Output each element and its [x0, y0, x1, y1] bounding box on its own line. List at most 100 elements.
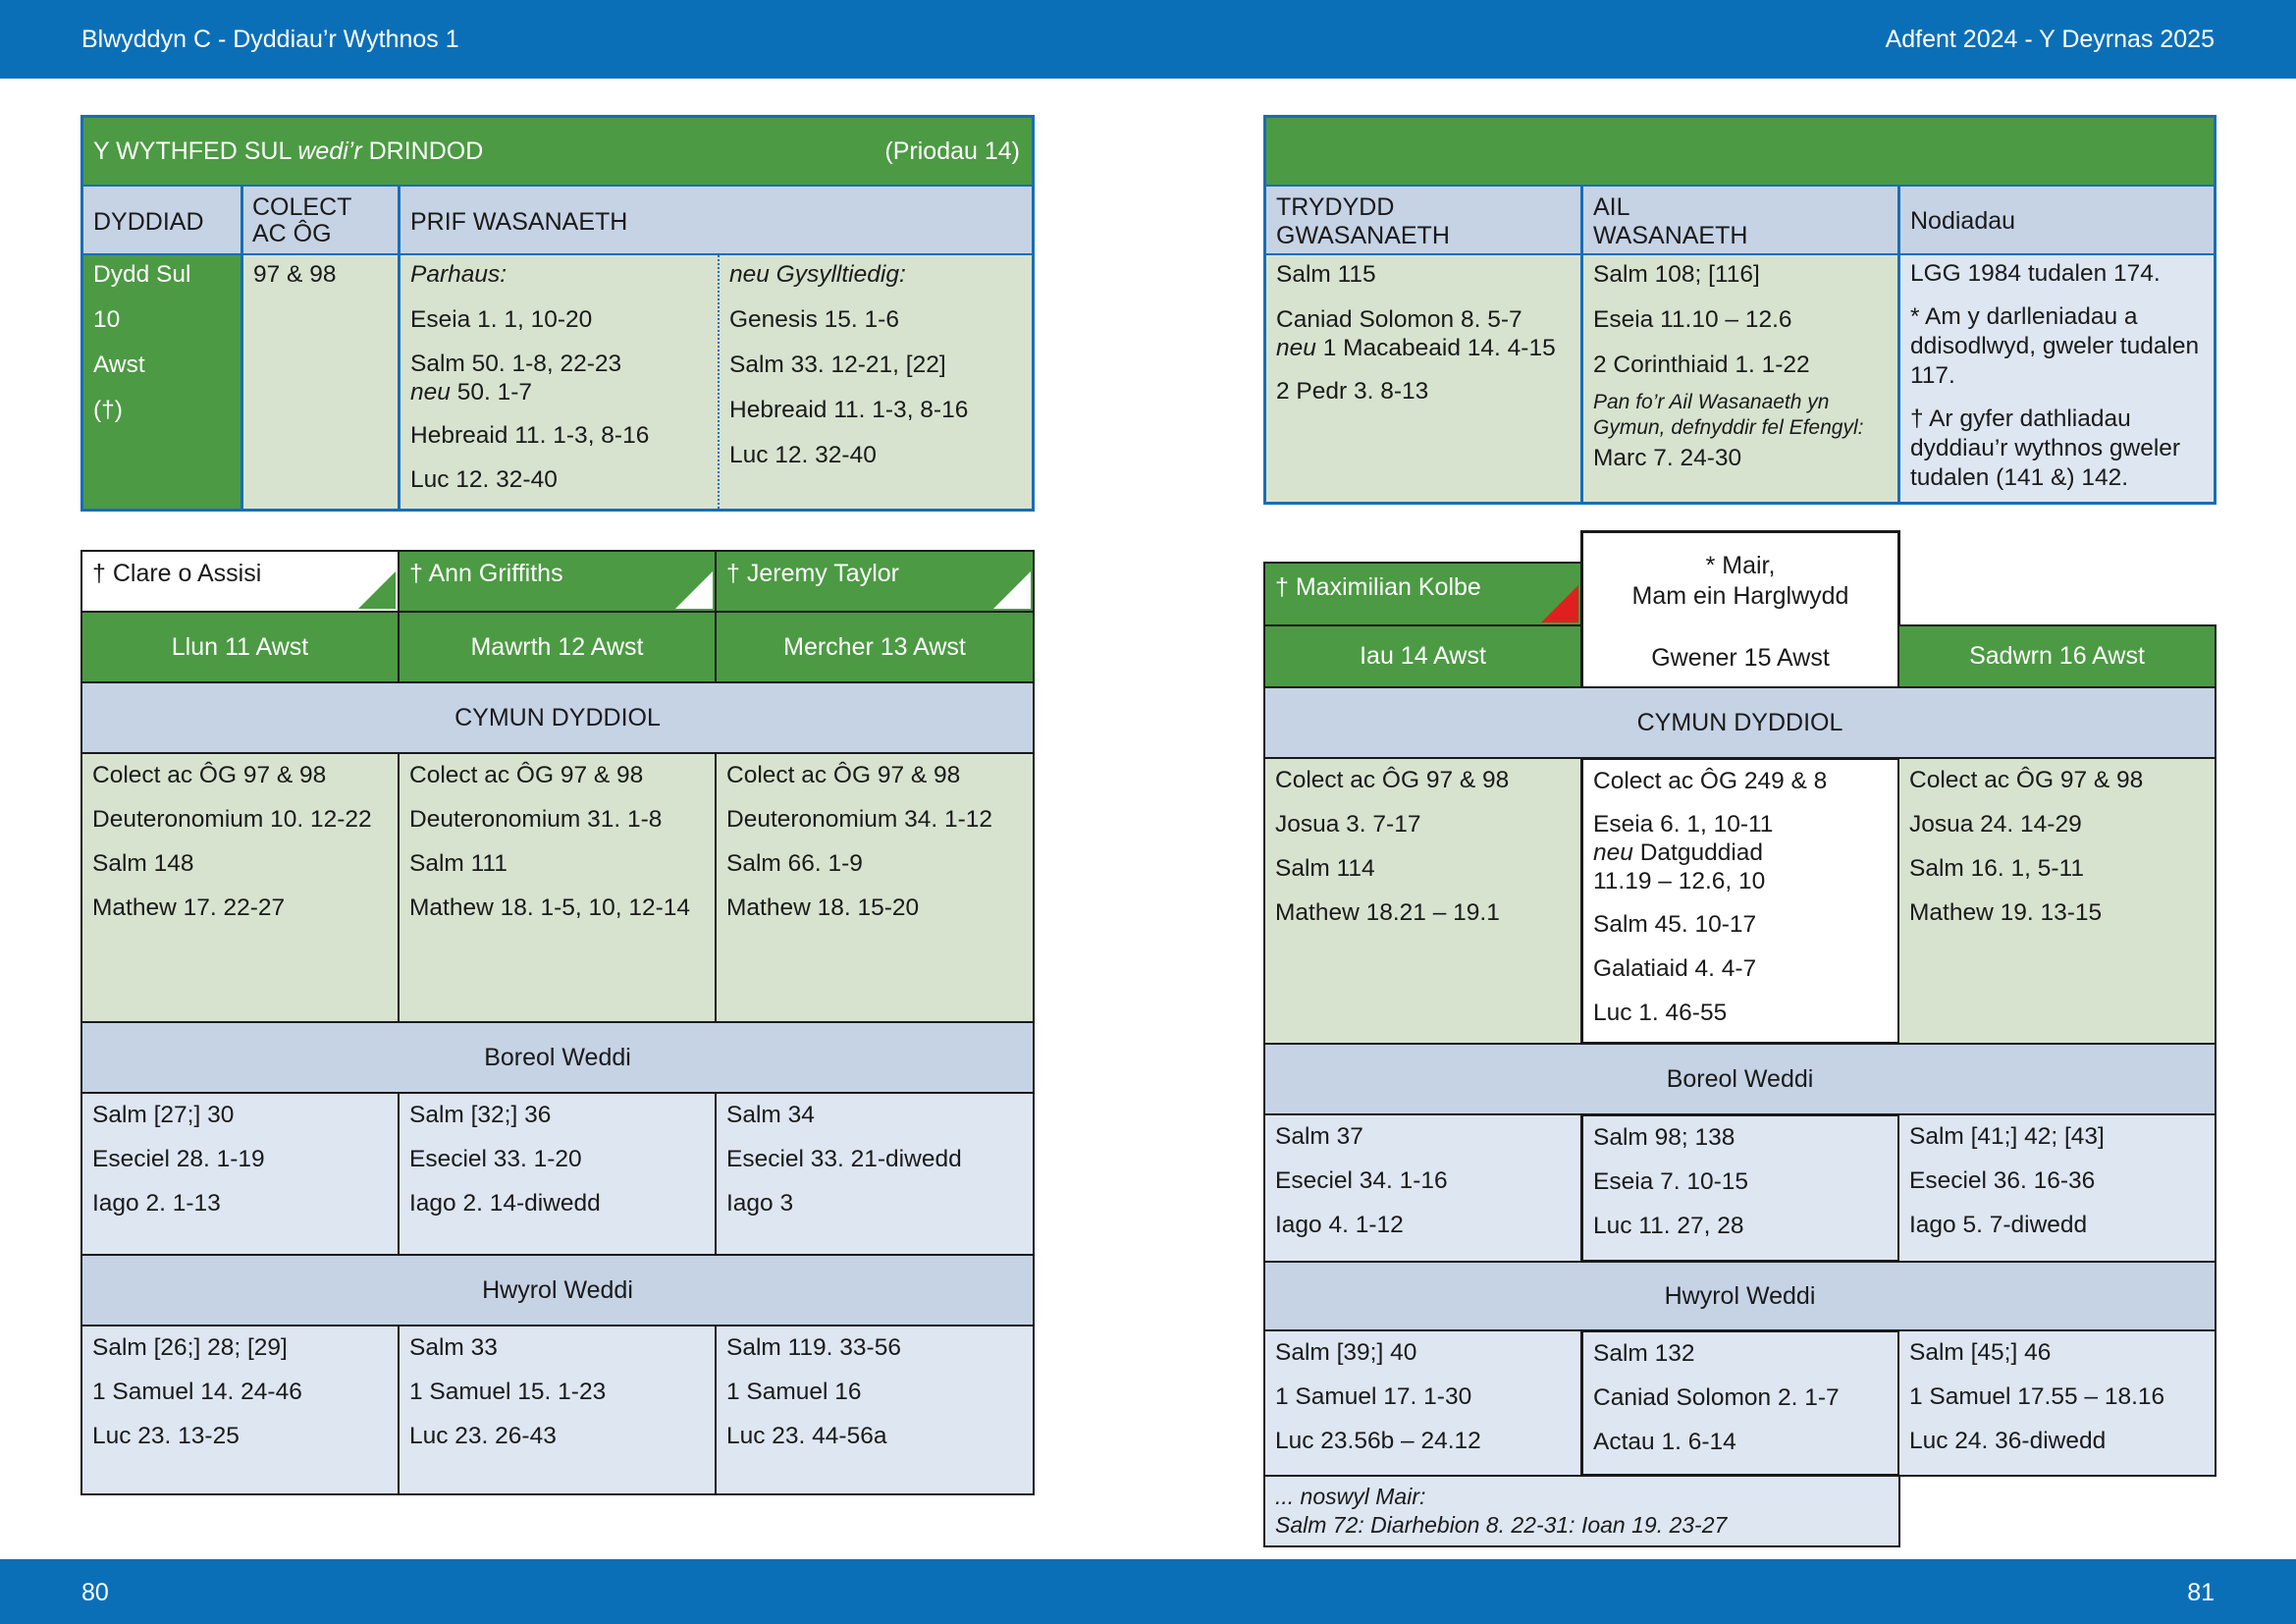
reading: 2 Corinthiaid 1. 1-22 — [1593, 352, 1810, 378]
reading: Salm [27;] 30 — [92, 1102, 235, 1128]
reading: 2 Pedr 3. 8-13 — [1276, 378, 1429, 405]
reading: Eseciel 36. 16-36 — [1909, 1167, 2096, 1194]
reading: Luc 23. 44-56a — [726, 1423, 887, 1449]
reading: Colect ac ÔG 97 & 98 — [726, 762, 961, 788]
evening-readings: Salm [39;] 40 1 Samuel 17. 1-30 Luc 23.5… — [1263, 1329, 1582, 1477]
col-main-service: PRIF WASANAETH — [410, 208, 628, 236]
reading: Eseia 11.10 – 12.6 — [1593, 306, 1792, 333]
date-line: Awst — [93, 352, 145, 378]
evening-readings: Salm [45;] 46 1 Samuel 17.55 – 18.16 Luc… — [1897, 1329, 2216, 1477]
section-evening-prayer: Hwyrol Weddi — [80, 1254, 1035, 1326]
reading: Eseia 7. 10-15 — [1593, 1168, 1748, 1195]
reading: Hebreaid 11. 1-3, 8-16 — [729, 397, 969, 423]
eucharist-readings: Colect ac ÔG 97 & 98 Josua 3. 7-17 Salm … — [1263, 757, 1582, 1045]
col-date: DYDDIAD — [93, 208, 204, 236]
col-notes: Nodiadau — [1910, 207, 2016, 235]
sunday-title: Y WYTHFED SUL wedi’r DRINDOD — [93, 137, 484, 165]
date-line: 10 — [93, 306, 121, 333]
sunday-col-headers: DYDDIAD COLECT AC ÔG PRIF WASANAETH — [83, 185, 1032, 255]
reading: Luc 24. 36-diwedd — [1909, 1428, 2107, 1454]
proper-number: (Priodau 14) — [884, 137, 1020, 165]
reading: Salm [39;] 40 — [1275, 1339, 1417, 1366]
reading: Luc 11. 27, 28 — [1593, 1213, 1744, 1239]
eucharist-readings: Colect ac ÔG 97 & 98 Deuteronomium 10. 1… — [80, 752, 400, 1023]
reading: Salm 45. 10-17 — [1593, 911, 1757, 938]
reading: Iago 4. 1-12 — [1275, 1212, 1404, 1238]
reading: Salm 98; 138 — [1593, 1124, 1735, 1151]
reading: Luc 23.56b – 24.12 — [1275, 1428, 1481, 1454]
evening-readings: Salm 119. 33-56 1 Samuel 16 Luc 23. 44-5… — [715, 1325, 1035, 1495]
day-date: Gwener 15 Awst — [1651, 644, 1830, 672]
reading: Eseciel 33. 21-diwedd — [726, 1146, 962, 1172]
reading: Galatiaid 4. 4-7 — [1593, 955, 1757, 982]
reading: Eseciel 28. 1-19 — [92, 1146, 265, 1172]
date-line: (†) — [93, 397, 123, 423]
saint-cell: † Clare o Assisi — [80, 550, 400, 613]
reading: Salm 33 — [409, 1334, 498, 1361]
eve-label: ... noswyl Mair: — [1275, 1484, 1426, 1509]
white-marker-icon — [675, 571, 713, 609]
related-readings: neu Gysylltiedig: Genesis 15. 1-6 Salm 3… — [718, 255, 1032, 509]
feast-name: * Mair, Mam ein Harglwydd — [1631, 552, 1849, 610]
second-service-note: Pan fo’r Ail Wasanaeth yn Gymun, defnydd… — [1593, 391, 1864, 439]
reading: Iago 5. 7-diwedd — [1909, 1212, 2088, 1238]
saint-cell: † Ann Griffiths — [398, 550, 717, 613]
saint-name: † Maximilian Kolbe — [1275, 573, 1481, 601]
sunday-right-title-row — [1266, 118, 2214, 185]
second-service-readings: Salm 108; [116] Eseia 11.10 – 12.6 2 Cor… — [1583, 255, 1897, 502]
reading: Colect ac ÔG 97 & 98 — [409, 762, 644, 788]
evening-readings-feast: Salm 132 Caniad Solomon 2. 1-7 Actau 1. … — [1580, 1329, 1900, 1477]
reading: Salm 111 — [409, 850, 507, 877]
morning-readings-feast: Salm 98; 138 Eseia 7. 10-15 Luc 11. 27, … — [1580, 1113, 1900, 1263]
morning-readings: Salm [41;] 42; [43] Eseciel 36. 16-36 Ia… — [1897, 1113, 2216, 1263]
reading: Salm 115 — [1276, 261, 1376, 288]
col-collect: COLECT AC ÔG — [252, 193, 352, 247]
third-service-readings: Salm 115 Caniad Solomon 8. 5-7 neu 1 Mac… — [1266, 255, 1580, 502]
eve-readings: Salm 72: Diarhebion 8. 22-31: Ioan 19. 2… — [1275, 1512, 1728, 1538]
divider — [1580, 185, 1583, 505]
reading: Eseia 1. 1, 10-20 — [410, 306, 593, 333]
marian-feast-header: * Mair, Mam ein Harglwydd Gwener 15 Awst — [1580, 530, 1900, 688]
saint-name: † Ann Griffiths — [409, 560, 563, 587]
sunday-right-headers: TRYDYDD GWASANAETH AIL WASANAETH Nodiadau — [1266, 185, 2214, 255]
reading: Salm 34 — [726, 1102, 815, 1128]
reading: Eseia 6. 1, 10-11 neu Datguddiad 11.19 – 1… — [1593, 811, 1774, 894]
col-third-service: TRYDYDD GWASANAETH — [1276, 193, 1450, 249]
reading: Mathew 18. 15-20 — [726, 894, 920, 921]
eucharist-readings-feast: Colect ac ÔG 249 & 8 Eseia 6. 1, 10-11 ne… — [1580, 757, 1900, 1045]
reading: Deuteronomium 31. 1-8 — [409, 806, 663, 833]
divider — [1897, 185, 1900, 505]
reading: Iago 3 — [726, 1190, 794, 1217]
reading: Colect ac ÔG 97 & 98 — [1909, 767, 2144, 793]
note: LGG 1984 tudalen 174. — [1910, 260, 2161, 287]
day-date: Iau 14 Awst — [1263, 624, 1582, 688]
reading: Mathew 18. 1-5, 10, 12-14 — [409, 894, 691, 921]
reading: 1 Samuel 16 — [726, 1379, 862, 1405]
reading: Salm 119. 33-56 — [726, 1334, 901, 1361]
reading: 1 Samuel 17.55 – 18.16 — [1909, 1383, 2165, 1410]
reading: Luc 12. 32-40 — [729, 442, 877, 468]
note: † Ar gyfer dathliadau dyddiau’r wythnos … — [1910, 406, 2181, 491]
section-evening-prayer: Hwyrol Weddi — [1263, 1261, 2216, 1331]
reading: Colect ac ÔG 249 & 8 — [1593, 768, 1828, 794]
white-marker-icon — [993, 571, 1031, 609]
reading: 1 Samuel 14. 24-46 — [92, 1379, 302, 1405]
header-right: Adfent 2024 - Y Deyrnas 2025 — [1885, 26, 2215, 53]
reading: Mathew 17. 22-27 — [92, 894, 286, 921]
reading: Salm 37 — [1275, 1123, 1363, 1150]
reading: Salm 108; [116] — [1593, 261, 1760, 288]
reading: Salm [26;] 28; [29] — [92, 1334, 288, 1361]
reading: Genesis 15. 1-6 — [729, 306, 899, 333]
reading: Salm 148 — [92, 850, 194, 877]
section-eucharist: CYMUN DYDDIOL — [1263, 686, 2216, 759]
header-left: Blwyddyn C - Dyddiau’r Wythnos 1 — [81, 26, 459, 53]
reading: Josua 3. 7-17 — [1275, 811, 1421, 838]
reading: Luc 23. 26-43 — [409, 1423, 557, 1449]
morning-readings: Salm [32;] 36 Eseciel 33. 1-20 Iago 2. 1… — [398, 1092, 717, 1256]
continuous-readings: Parhaus: Eseia 1. 1, 10-20 Salm 50. 1-8,… — [400, 255, 718, 509]
eucharist-readings: Colect ac ÔG 97 & 98 Deuteronomium 34. 1… — [715, 752, 1035, 1023]
reading: Salm 50. 1-8, 22-23 — [410, 351, 622, 377]
divider — [398, 185, 400, 512]
reading: Deuteronomium 10. 12-22 — [92, 806, 372, 833]
page-number-right: 81 — [2187, 1579, 2215, 1606]
